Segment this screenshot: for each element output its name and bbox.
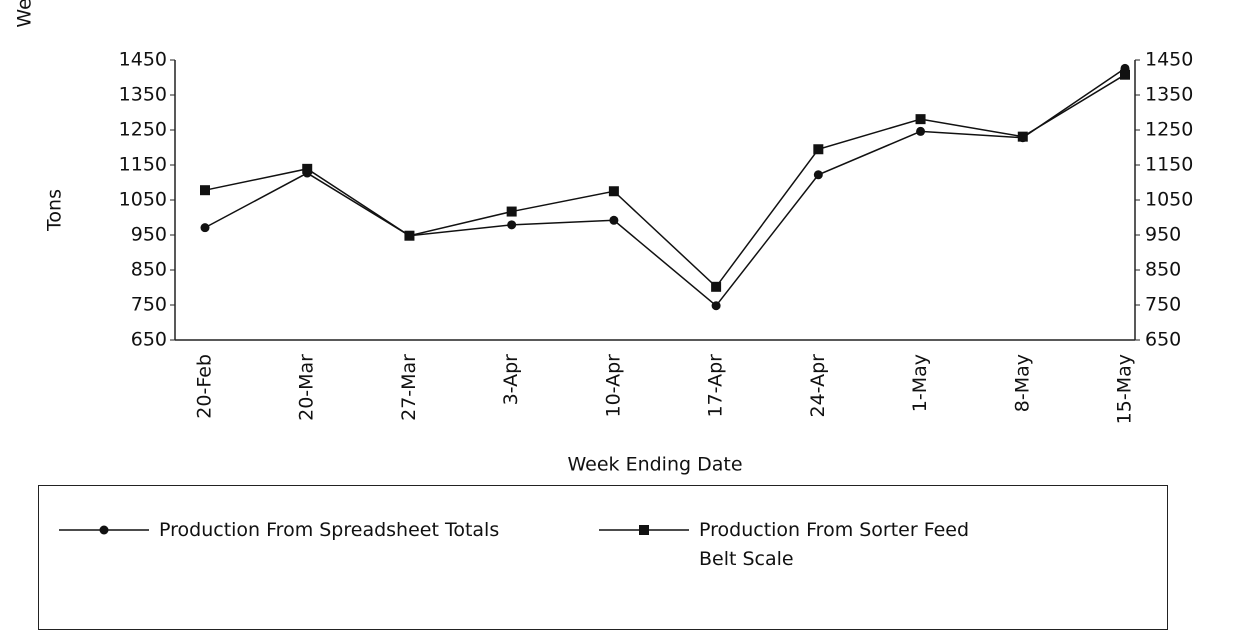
x-axis-label: Week Ending Date [567,454,742,476]
x-tick-label: 24-Apr [807,354,829,418]
marker [915,114,926,125]
marker [1017,131,1028,142]
y-tick-label: 1150 [119,154,167,176]
marker [200,185,210,196]
x-tick-label: 3-Apr [500,354,522,406]
marker [404,230,415,241]
marker [711,301,721,311]
marker [200,223,210,233]
chart: Wekly Production, Metric Tons Week Endin… [14,0,1194,476]
marker [916,126,926,136]
series-line [204,74,1126,288]
x-tick-label: 27-Mar [398,354,420,421]
y-tick-label: 1250 [119,119,167,141]
y-tick-label: 750 [131,294,167,316]
x-tick-label: 17-Apr [705,354,727,418]
legend-swatch [599,525,689,535]
y2-tick-label: 1250 [1145,119,1193,141]
x-tick-label: 1-May [909,354,931,412]
y-tick-label: 1350 [119,84,167,106]
y2-tick-label: 850 [1145,259,1181,281]
y2-tick-label: 1050 [1145,189,1193,211]
y-tick-label: 950 [131,224,167,246]
legend-marker [99,525,109,535]
x-tick-label: 10-Apr [602,354,624,418]
y-tick-label: 1450 [119,49,167,71]
marker [507,220,517,230]
x-tick-label: 20-Feb [194,354,216,419]
marker [608,186,619,197]
marker [506,206,517,217]
legend-label: Production From Sorter Feed Belt Scale [699,519,970,570]
legend-label: Production From Spreadsheet Totals [159,519,500,541]
marker [813,170,823,180]
marker [609,215,619,225]
marker [711,281,722,292]
y2-tick-label: 650 [1145,329,1181,351]
legend-entry: Production From Sorter Feed Belt Scale [599,516,1009,573]
y-label-line: Wekly Production, Metric [14,0,36,28]
y-label-line: Tons [44,189,66,232]
legend-marker [639,525,649,535]
y-tick-label: 850 [131,259,167,281]
y2-tick-label: 750 [1145,294,1181,316]
legend-swatch [59,525,149,535]
y-tick-label: 1050 [119,189,167,211]
y2-tick-label: 950 [1145,224,1181,246]
y-tick-label: 650 [131,329,167,351]
marker [302,163,313,174]
x-tick-label: 15-May [1114,354,1136,424]
y2-tick-label: 1450 [1145,49,1193,71]
legend-entry: Production From Spreadsheet Totals [59,516,499,545]
marker [813,144,824,155]
x-tick-label: 8-May [1011,354,1033,412]
legend: Production From Spreadsheet Totals Produc… [38,485,1168,630]
series-line [204,67,1126,307]
marker [1120,69,1130,80]
x-tick-label: 20-Mar [296,354,318,421]
y2-tick-label: 1350 [1145,84,1193,106]
y2-tick-label: 1150 [1145,154,1193,176]
